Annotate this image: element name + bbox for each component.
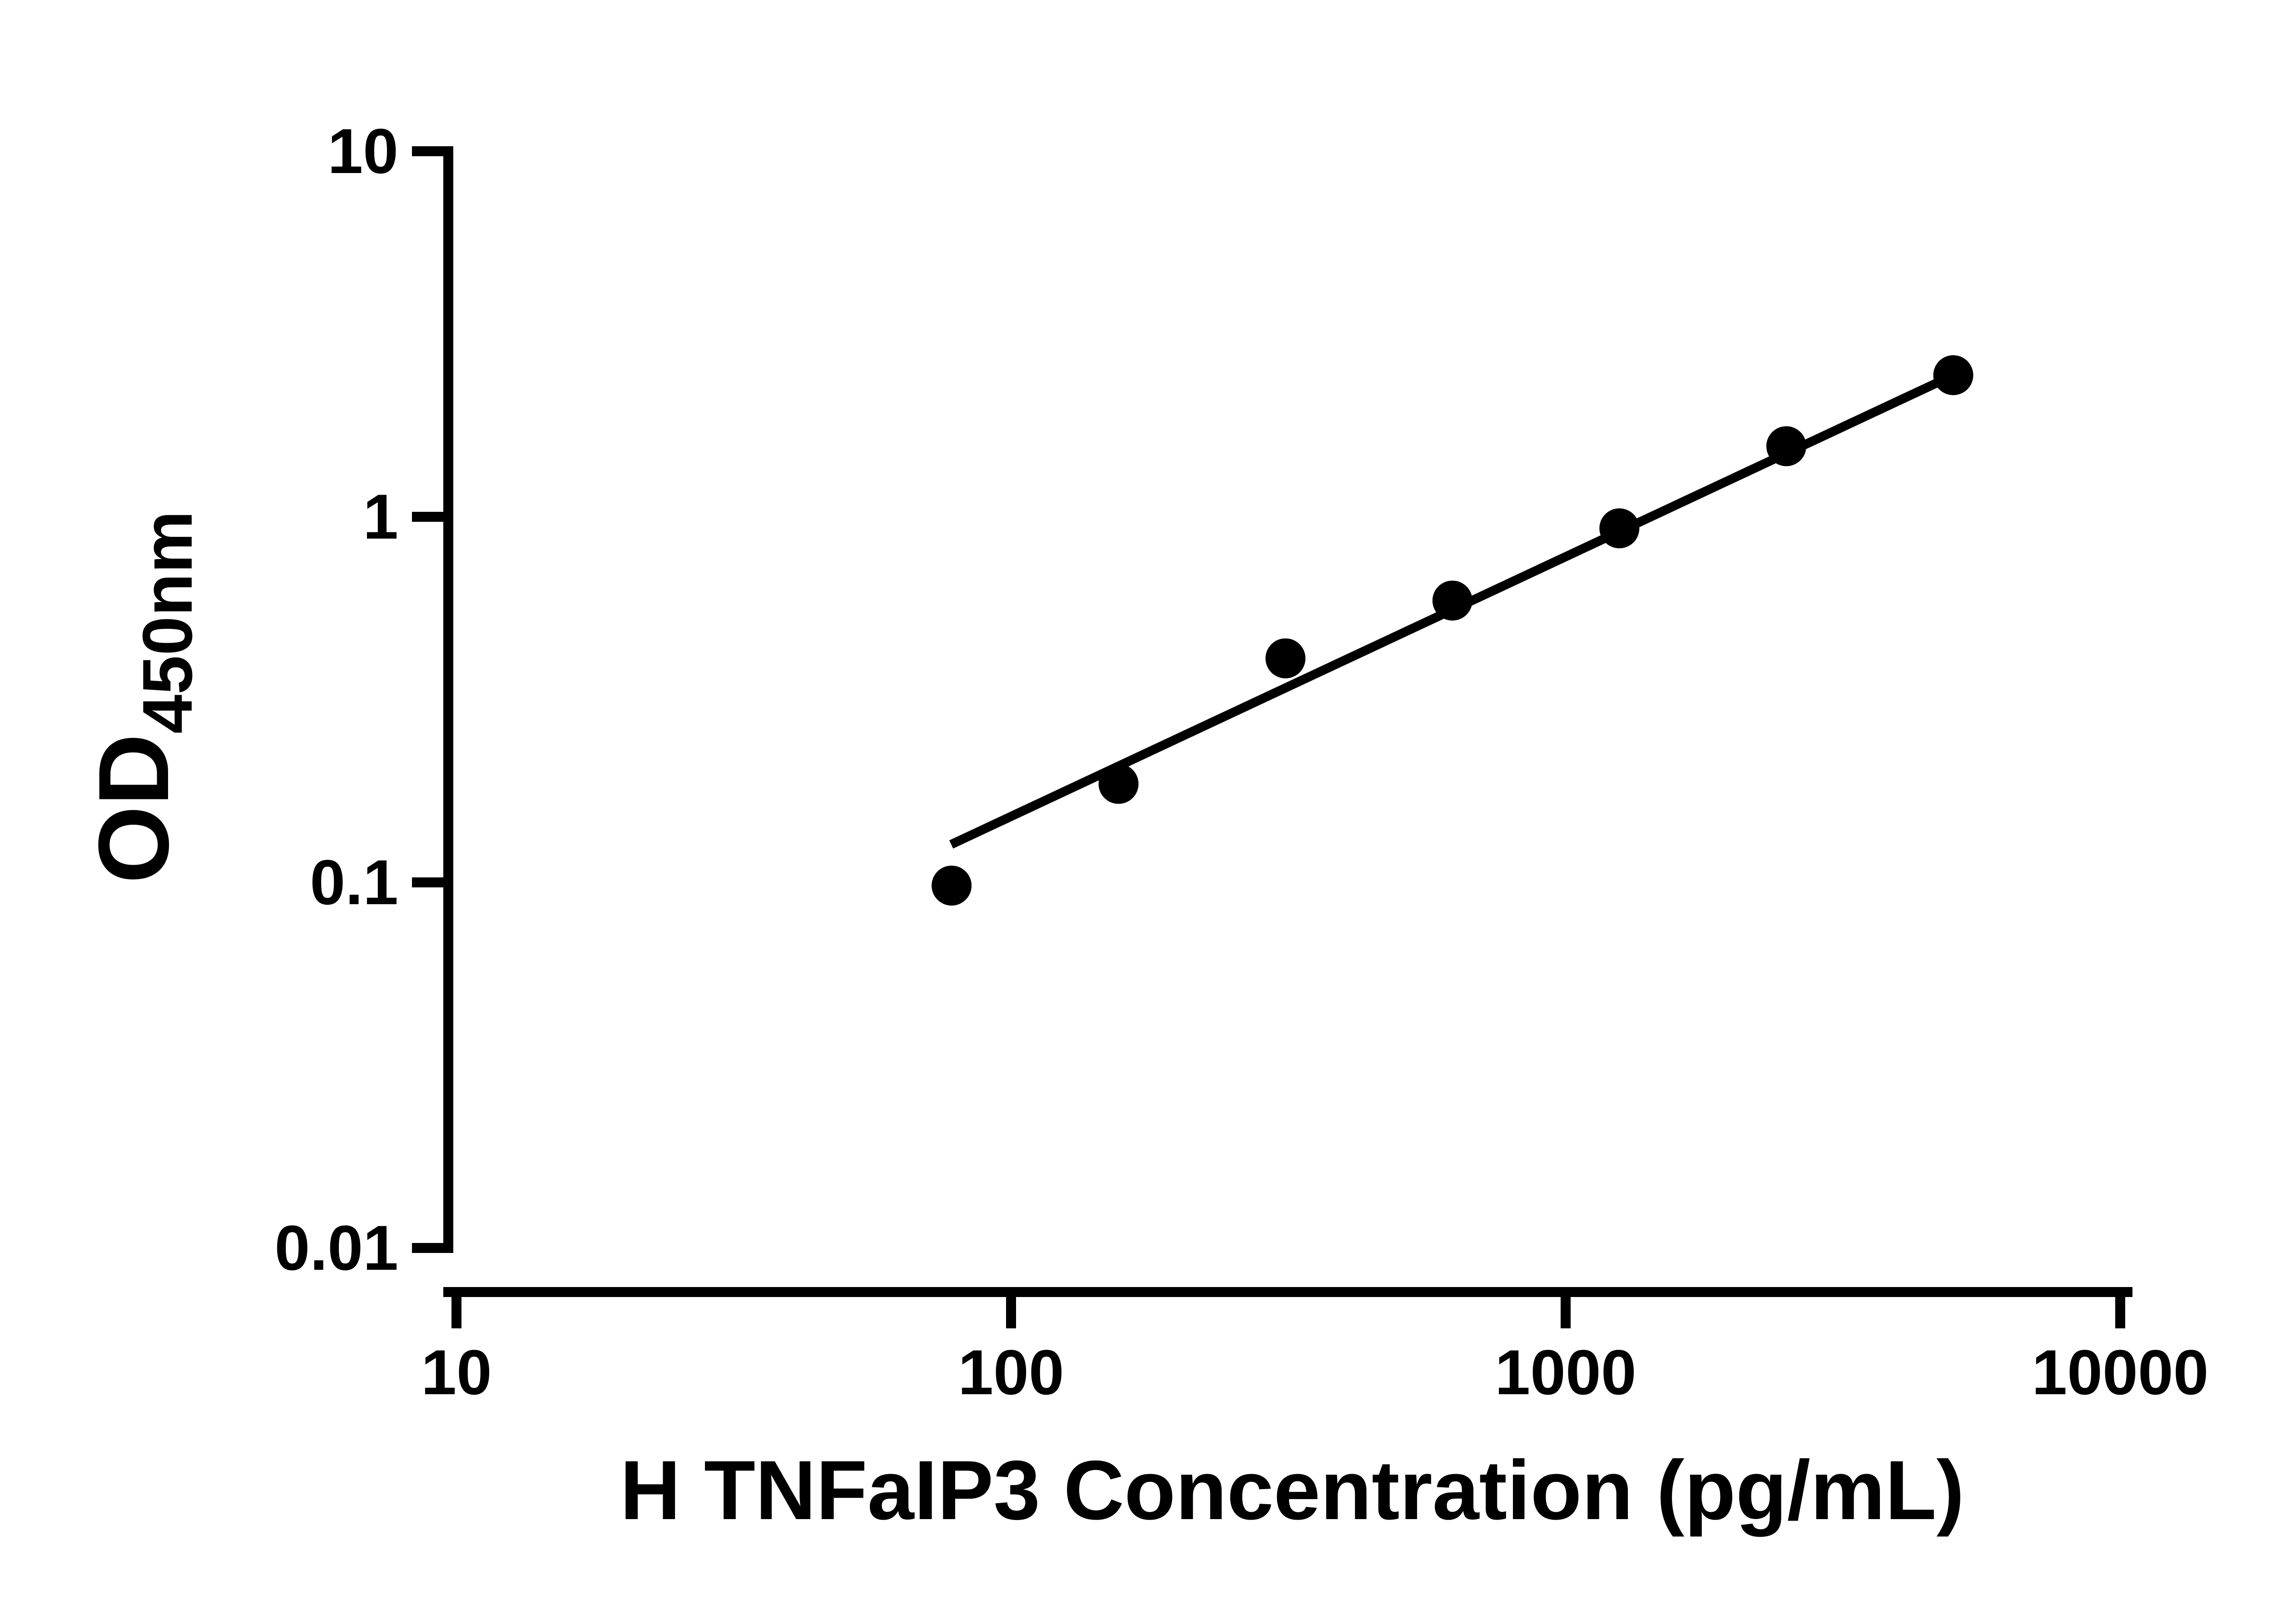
y-axis-title-main: OD (78, 734, 189, 884)
data-point (1098, 764, 1139, 804)
data-point (1265, 638, 1306, 678)
data-point (1432, 580, 1473, 621)
y-tick-label: 10 (327, 115, 398, 187)
y-tick-label: 1 (363, 481, 398, 552)
x-tick-label: 100 (958, 1337, 1064, 1408)
data-point (1766, 426, 1806, 466)
y-tick-label: 0.01 (275, 1212, 398, 1283)
data-point (1933, 355, 1973, 396)
data-point (1599, 508, 1640, 549)
x-tick-label: 10 (421, 1337, 492, 1408)
x-axis-title: H TNFaIP3 Concentration (pg/mL) (620, 1444, 1964, 1537)
x-tick-label: 10000 (2032, 1337, 2208, 1408)
axes: 10 1 0.1 0.01 10 100 1000 10000 (275, 115, 2209, 1408)
plot-area (932, 355, 1973, 906)
y-axis-title-subscript: 450nm (128, 510, 207, 733)
data-point (932, 866, 972, 906)
y-tick-label: 0.1 (310, 847, 398, 918)
y-axis-title: OD450nm (78, 510, 207, 883)
x-tick-label: 1000 (1495, 1337, 1636, 1408)
